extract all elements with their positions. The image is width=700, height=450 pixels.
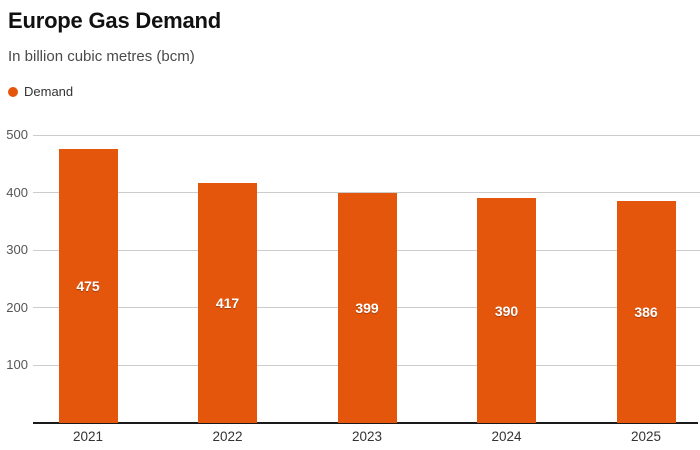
bar-2021 bbox=[58, 149, 118, 423]
gridline-400 bbox=[33, 192, 700, 194]
legend-label: Demand bbox=[24, 84, 74, 99]
x-axis-label-2025: 2025 bbox=[630, 429, 662, 444]
bar-value-label-2025: 386 bbox=[634, 303, 658, 320]
bar-2024 bbox=[477, 198, 536, 423]
bar-value-label-2024: 390 bbox=[494, 302, 519, 319]
bar-value-label-2023: 399 bbox=[355, 300, 379, 317]
bar-2025 bbox=[616, 200, 676, 423]
x-axis-label-2024: 2024 bbox=[491, 429, 522, 444]
legend: Demand bbox=[8, 84, 73, 99]
y-tick-label-200: 200 bbox=[6, 299, 28, 315]
chart-subtitle: In billion cubic metres (bcm) bbox=[8, 48, 195, 65]
y-tick-label-400: 400 bbox=[6, 184, 28, 200]
gridline-500 bbox=[33, 134, 700, 136]
bar-2022 bbox=[198, 182, 257, 423]
x-axis-label-2022: 2022 bbox=[212, 429, 243, 444]
bar-value-label-2021: 475 bbox=[76, 278, 100, 295]
x-axis-label-2023: 2023 bbox=[351, 429, 383, 444]
y-tick-label-300: 300 bbox=[6, 242, 28, 258]
chart-title: Europe Gas Demand bbox=[8, 8, 221, 33]
y-tick-label-500: 500 bbox=[6, 127, 28, 142]
legend-dot-icon bbox=[8, 86, 18, 97]
bar-2023 bbox=[337, 193, 397, 423]
x-axis-line bbox=[33, 422, 698, 424]
y-tick-label-100: 100 bbox=[6, 357, 28, 373]
x-axis-label-2021: 2021 bbox=[72, 429, 104, 444]
bar-value-label-2022: 417 bbox=[215, 294, 240, 311]
